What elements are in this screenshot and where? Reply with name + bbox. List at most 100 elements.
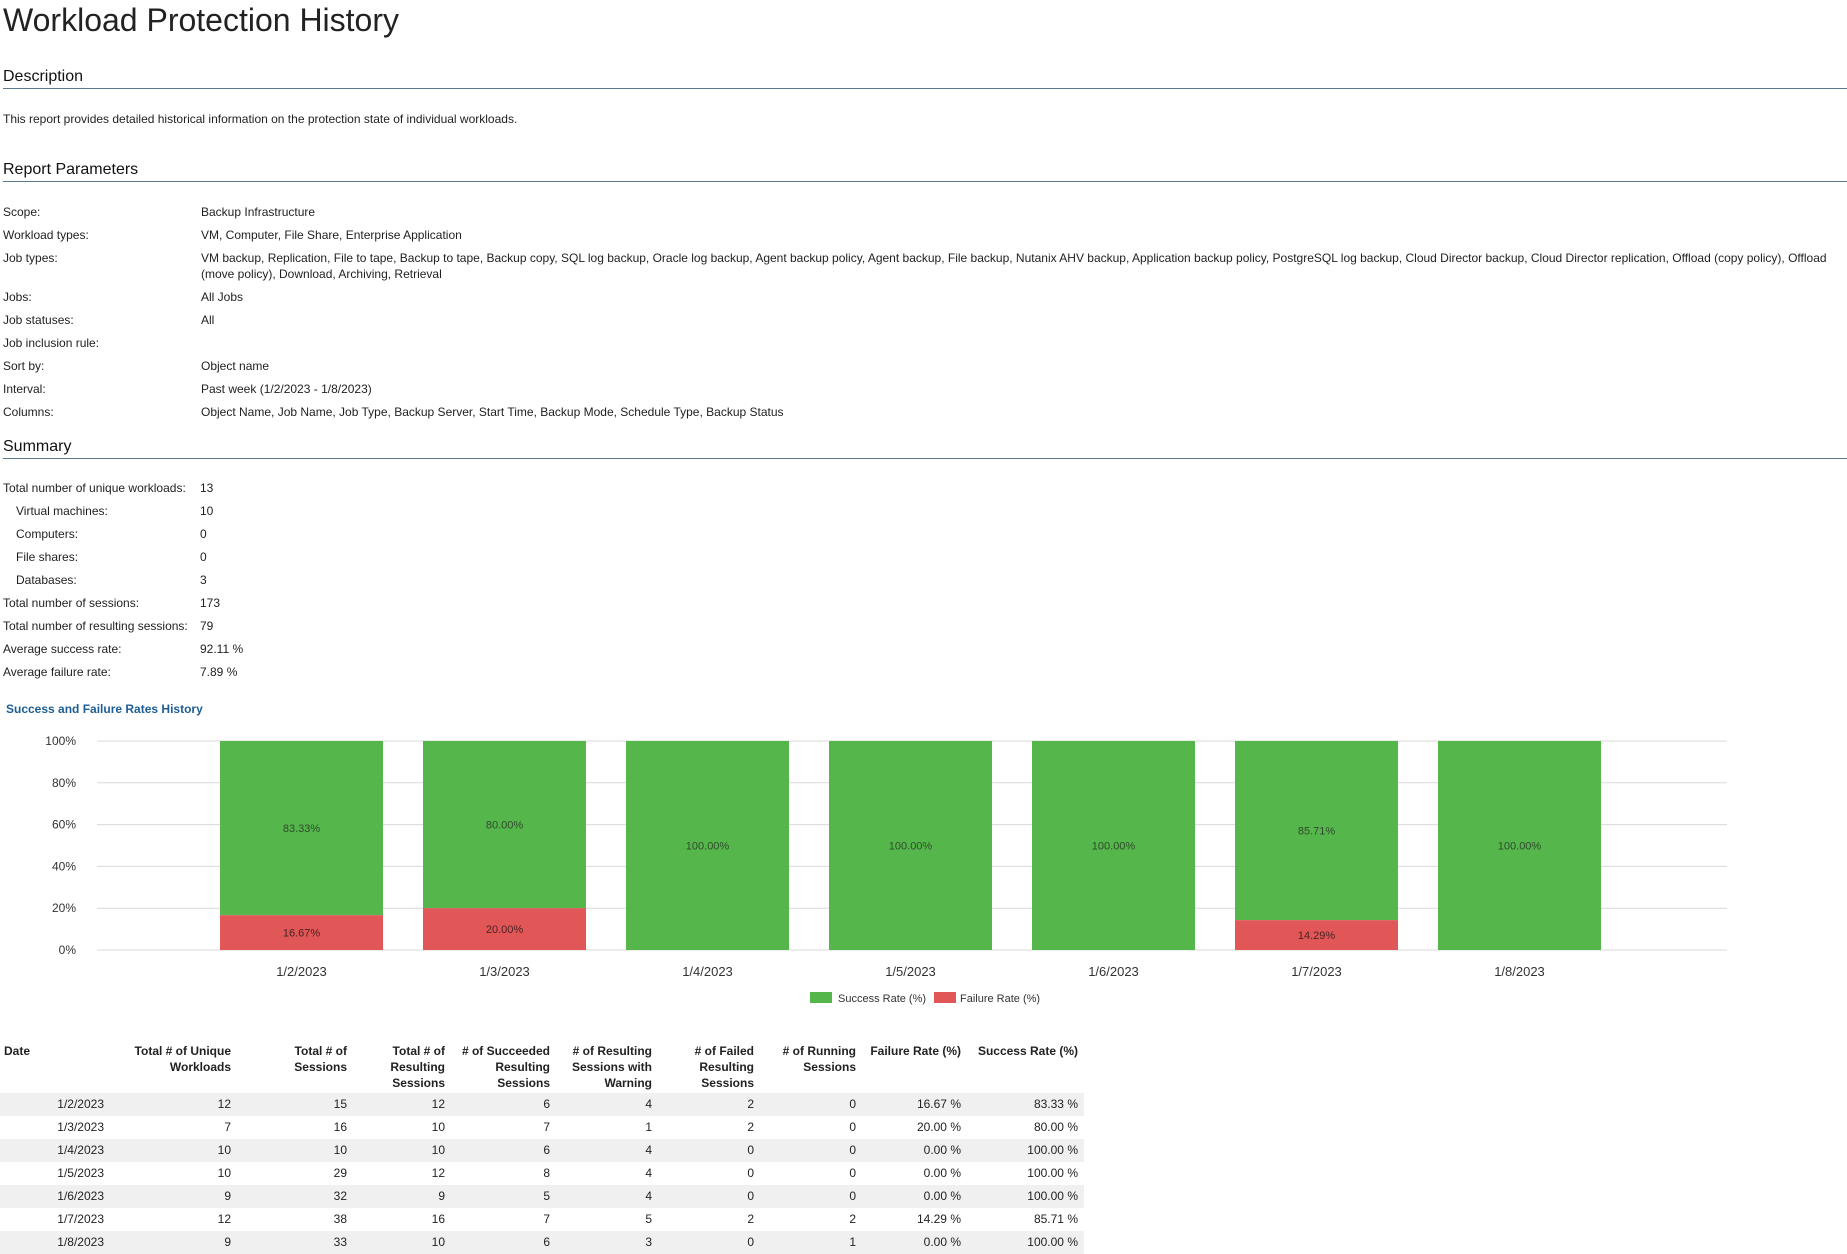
table-row: 1/4/2023 10 10 10 6 4 0 0 0.00 % 100.00 % xyxy=(0,1139,1084,1162)
chart-title: Success and Failure Rates History xyxy=(6,702,203,716)
table-cell: 12 xyxy=(431,1166,445,1180)
parameter-label: Job statuses: xyxy=(3,313,74,327)
legend-label-success: Success Rate (%) xyxy=(838,993,926,1005)
table-row: 1/7/2023 12 38 16 7 5 2 2 14.29 % 85.71 % xyxy=(0,1208,1084,1231)
summary-row: File shares: 0 xyxy=(3,549,243,572)
page-title: Workload Protection History xyxy=(3,2,399,38)
parameter-label: Scope: xyxy=(3,205,41,219)
column-header: Total # of Resulting Sessions xyxy=(390,1044,445,1090)
summary-label: Average failure rate: xyxy=(3,665,111,679)
parameter-value: Past week (1/2/2023 - 1/8/2023) xyxy=(201,382,372,396)
table-cell: 83.33 % xyxy=(967,1093,1084,1116)
parameter-value: VM, Computer, File Share, Enterprise App… xyxy=(201,228,462,242)
table-cell: 32 xyxy=(237,1185,353,1208)
x-tick-label: 1/5/2023 xyxy=(885,964,936,979)
table-cell: 0 xyxy=(658,1185,760,1208)
y-tick-label: 60% xyxy=(52,818,76,832)
parameter-label: Sort by: xyxy=(3,359,45,373)
parameter-row: Interval: Past week (1/2/2023 - 1/8/2023) xyxy=(3,381,1833,397)
summary-list: Total number of unique workloads: 13 Virtu… xyxy=(3,480,243,687)
table-cell: 0 xyxy=(760,1139,862,1162)
table-cell: 0 xyxy=(760,1185,862,1208)
parameter-row: Scope: Backup Infrastructure xyxy=(3,204,1833,220)
table-cell: 5 xyxy=(645,1212,652,1226)
success-bar xyxy=(423,741,586,909)
y-tick-label: 20% xyxy=(52,901,76,915)
table-cell: 10 xyxy=(353,1231,451,1254)
table-cell: 2 xyxy=(849,1212,856,1226)
table-cell: 100.00 % xyxy=(1027,1166,1078,1180)
success-data-label: 100.00% xyxy=(686,841,730,853)
table-cell: 16 xyxy=(431,1212,445,1226)
summary-value: 92.11 % xyxy=(200,642,244,656)
table-cell: 1 xyxy=(760,1231,862,1254)
y-tick-label: 100% xyxy=(45,734,76,748)
table-cell: 0.00 % xyxy=(862,1139,967,1162)
parameter-value: Object Name, Job Name, Job Type, Backup … xyxy=(201,405,784,419)
summary-label: Computers: xyxy=(16,527,79,541)
parameter-label: Jobs: xyxy=(3,290,32,304)
failure-data-label: 20.00% xyxy=(486,924,524,936)
x-tick-label: 1/8/2023 xyxy=(1494,964,1545,979)
summary-label: Average success rate: xyxy=(3,642,122,656)
table-cell: 1/3/2023 xyxy=(57,1120,104,1134)
parameter-value: All xyxy=(201,313,215,327)
success-bar xyxy=(1032,741,1195,950)
table-cell: 1/6/2023 xyxy=(0,1185,110,1208)
legend-swatch-failure xyxy=(934,992,956,1003)
table-cell: 0 xyxy=(658,1231,760,1254)
success-data-label: 100.00% xyxy=(1498,841,1542,853)
summary-value: 0 xyxy=(200,527,207,541)
table-cell: 80.00 % xyxy=(1033,1120,1078,1134)
table-cell: 2 xyxy=(658,1093,760,1116)
summary-value: 79 xyxy=(200,619,214,633)
table-cell: 0.00 % xyxy=(862,1231,967,1254)
success-bar xyxy=(626,741,789,950)
summary-row: Virtual machines: 10 xyxy=(3,503,243,526)
table-cell: 100.00 % xyxy=(967,1185,1084,1208)
failure-data-label: 14.29% xyxy=(1298,930,1336,942)
table-cell: 38 xyxy=(333,1212,347,1226)
column-header: Total # of Sessions xyxy=(294,1044,347,1074)
parameter-label: Workload types: xyxy=(3,228,89,242)
summary-value: 7.89 % xyxy=(200,665,238,679)
table-cell: 14.29 % xyxy=(916,1212,961,1226)
column-header: # of Resulting Sessions with Warning xyxy=(571,1044,652,1090)
table-cell: 8 xyxy=(543,1166,550,1180)
table-cell: 10 xyxy=(110,1139,237,1162)
parameter-row: Sort by: Object name xyxy=(3,358,1833,374)
x-tick-label: 1/4/2023 xyxy=(682,964,733,979)
description-text: This report provides detailed historical… xyxy=(3,112,518,126)
summary-label: Total number of unique workloads: xyxy=(3,481,186,495)
parameter-label: Interval: xyxy=(3,382,46,396)
column-header: Failure Rate (%) xyxy=(870,1044,961,1058)
parameter-value: All Jobs xyxy=(201,290,244,304)
table-cell: 1/2/2023 xyxy=(0,1093,110,1116)
table-cell: 0 xyxy=(658,1139,760,1162)
summary-row: Total number of unique workloads: 13 xyxy=(3,480,243,503)
summary-value: 10 xyxy=(200,504,214,518)
table-cell: 0.00 % xyxy=(923,1166,961,1180)
success-data-label: 100.00% xyxy=(889,841,933,853)
table-cell: 7 xyxy=(543,1120,550,1134)
table-cell: 0 xyxy=(849,1120,856,1134)
table-cell: 9 xyxy=(110,1231,237,1254)
x-tick-label: 1/7/2023 xyxy=(1291,964,1342,979)
summary-label: Databases: xyxy=(16,573,77,587)
table-row: 1/8/2023 9 33 10 6 3 0 1 0.00 % 100.00 % xyxy=(0,1231,1084,1254)
x-tick-label: 1/2/2023 xyxy=(276,964,327,979)
success-bar xyxy=(1438,741,1601,950)
table-cell: 100.00 % xyxy=(967,1139,1084,1162)
parameter-row: Workload types: VM, Computer, File Share,… xyxy=(3,227,1833,243)
description-heading: Description xyxy=(3,68,1847,89)
summary-label: Virtual machines: xyxy=(16,504,108,518)
success-bar xyxy=(829,741,992,950)
table-cell: 1/8/2023 xyxy=(0,1231,110,1254)
table-cell: 1/5/2023 xyxy=(57,1166,104,1180)
summary-row: Average success rate: 92.11 % xyxy=(3,641,243,664)
parameter-row: Jobs: All Jobs xyxy=(3,289,1833,305)
y-tick-label: 80% xyxy=(52,776,76,790)
column-header: # of Failed Resulting Sessions xyxy=(694,1044,754,1090)
parameter-label: Columns: xyxy=(3,405,54,419)
table-cell: 85.71 % xyxy=(1033,1212,1078,1226)
